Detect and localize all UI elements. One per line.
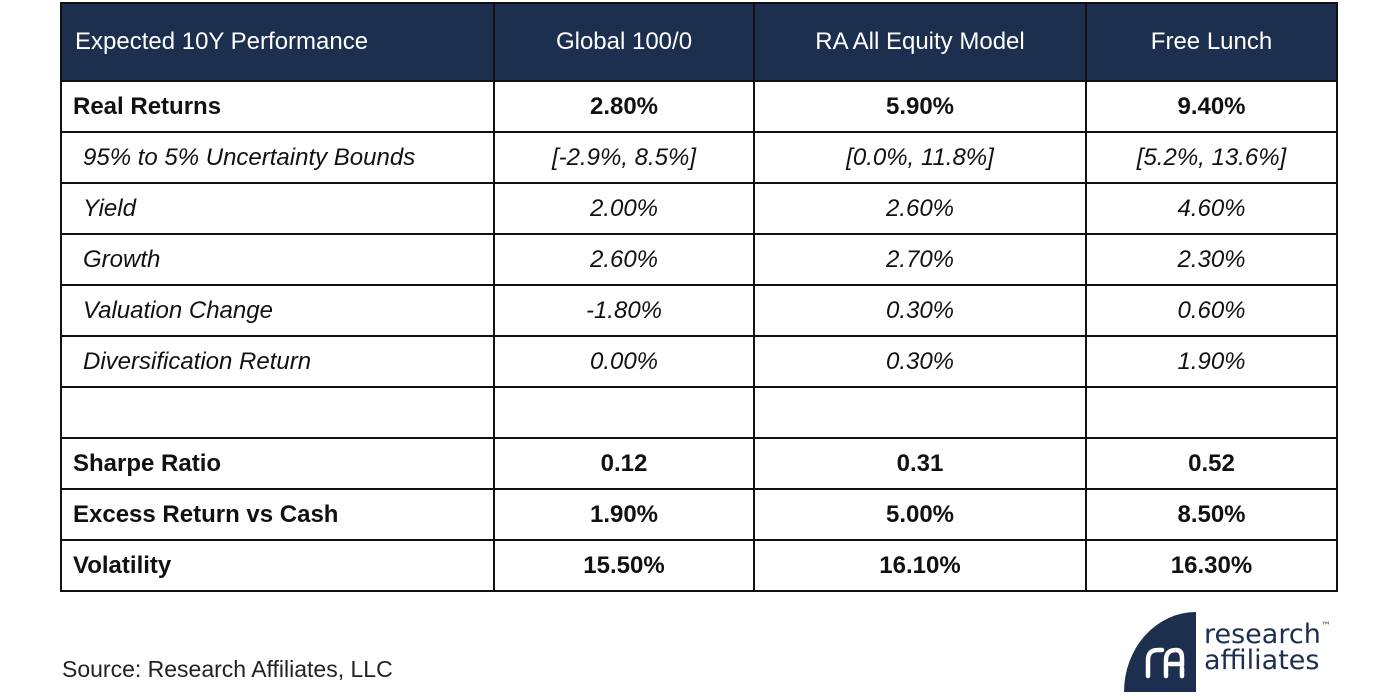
value-cell — [493, 386, 755, 439]
value-cell: 0.52 — [1085, 437, 1338, 490]
value-cell: 2.70% — [753, 233, 1087, 286]
value-cell: 0.60% — [1085, 284, 1338, 337]
header-cell-global-100-0: Global 100/0 — [493, 2, 755, 82]
table-row — [60, 386, 1338, 439]
value-cell: 0.00% — [493, 335, 755, 388]
value-cell: 2.60% — [753, 182, 1087, 235]
value-cell: 15.50% — [493, 539, 755, 592]
value-cell: 1.90% — [1085, 335, 1338, 388]
value-cell: 8.50% — [1085, 488, 1338, 541]
logo-line-research: research — [1204, 619, 1321, 650]
value-cell: 1.90% — [493, 488, 755, 541]
table-header: Expected 10Y Performance Global 100/0 RA… — [60, 2, 1338, 82]
value-cell: [-2.9%, 8.5%] — [493, 131, 755, 184]
header-cell-free-lunch: Free Lunch — [1085, 2, 1338, 82]
value-cell: 2.80% — [493, 80, 755, 133]
table-body: Real Returns 2.80% 5.90% 9.40% 95% to 5% Unc… — [60, 80, 1338, 592]
value-cell: 5.90% — [753, 80, 1087, 133]
research-affiliates-logo: research™ affiliates — [1124, 612, 1354, 692]
value-cell: 5.00% — [753, 488, 1087, 541]
value-cell: 0.31 — [753, 437, 1087, 490]
row-label-cell: 95% to 5% Uncertainty Bounds — [60, 131, 495, 184]
value-cell: 16.10% — [753, 539, 1087, 592]
row-label-cell: Yield — [60, 182, 495, 235]
value-cell: 2.30% — [1085, 233, 1338, 286]
value-cell: 0.12 — [493, 437, 755, 490]
table-row: Real Returns 2.80% 5.90% 9.40% — [60, 80, 1338, 133]
value-cell: 0.30% — [753, 284, 1087, 337]
logo-wordmark: research™ affiliates — [1204, 619, 1331, 676]
table-row: 95% to 5% Uncertainty Bounds [-2.9%, 8.5%… — [60, 131, 1338, 184]
value-cell: 0.30% — [753, 335, 1087, 388]
table-row: Yield 2.00% 2.60% 4.60% — [60, 182, 1338, 235]
value-cell: [5.2%, 13.6%] — [1085, 131, 1338, 184]
header-cell-metric: Expected 10Y Performance — [60, 2, 495, 82]
row-label-cell: Diversification Return — [60, 335, 495, 388]
row-label-cell: Valuation Change — [60, 284, 495, 337]
value-cell: 2.00% — [493, 182, 755, 235]
value-cell: [0.0%, 11.8%] — [753, 131, 1087, 184]
header-cell-ra-all-equity-model: RA All Equity Model — [753, 2, 1087, 82]
row-label-cell: Real Returns — [60, 80, 495, 133]
value-cell: 9.40% — [1085, 80, 1338, 133]
row-label-cell — [60, 386, 495, 439]
value-cell: 16.30% — [1085, 539, 1338, 592]
table-row: Excess Return vs Cash 1.90% 5.00% 8.50% — [60, 488, 1338, 541]
table-row: Volatility 15.50% 16.10% 16.30% — [60, 539, 1338, 592]
row-label-cell: Sharpe Ratio — [60, 437, 495, 490]
trademark-symbol: ™ — [1320, 621, 1331, 632]
row-label-cell: Excess Return vs Cash — [60, 488, 495, 541]
value-cell — [753, 386, 1087, 439]
value-cell: -1.80% — [493, 284, 755, 337]
value-cell: 2.60% — [493, 233, 755, 286]
row-label-cell: Volatility — [60, 539, 495, 592]
logo-line-affiliates: affiliates — [1204, 645, 1320, 676]
table-row: Valuation Change -1.80% 0.30% 0.60% — [60, 284, 1338, 337]
value-cell — [1085, 386, 1338, 439]
table-row: Diversification Return 0.00% 0.30% 1.90% — [60, 335, 1338, 388]
logo-mark-icon — [1124, 612, 1196, 692]
table-row: Sharpe Ratio 0.12 0.31 0.52 — [60, 437, 1338, 490]
row-label-cell: Growth — [60, 233, 495, 286]
value-cell: 4.60% — [1085, 182, 1338, 235]
header-row: Expected 10Y Performance Global 100/0 RA… — [60, 2, 1338, 82]
performance-table: Expected 10Y Performance Global 100/0 RA… — [60, 2, 1338, 592]
source-note: Source: Research Affiliates, LLC — [62, 656, 393, 682]
table-row: Growth 2.60% 2.70% 2.30% — [60, 233, 1338, 286]
